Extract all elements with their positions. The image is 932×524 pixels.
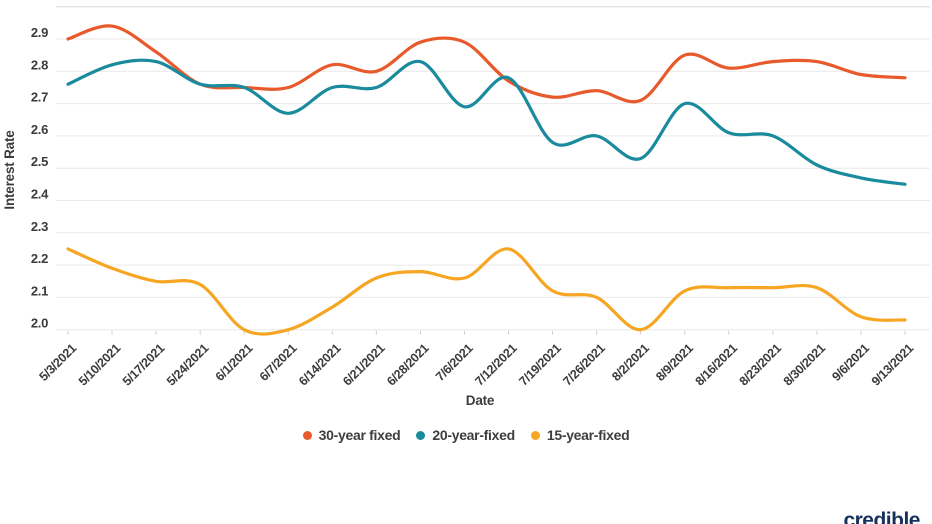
x-tick-label: 6/28/2021 (384, 341, 432, 389)
x-tick-label: 8/30/2021 (781, 341, 829, 389)
x-tick-label: 5/17/2021 (120, 341, 168, 389)
legend-dot-icon (302, 430, 312, 440)
series-line-20-year-fixed (66, 58, 907, 186)
x-tick-label: 5/3/2021 (37, 341, 80, 384)
x-tick-label: 7/19/2021 (516, 341, 564, 389)
x-tick-label: 8/16/2021 (693, 341, 741, 389)
y-axis-tick-labels: 2.0 2.1 2.2 2.3 2.4 2.5 2.6 2.7 2.8 2.9 (31, 25, 50, 331)
x-axis-title: Date (466, 393, 495, 408)
y-tick-label: 2.7 (31, 90, 48, 105)
y-tick-label: 2.1 (31, 283, 48, 298)
x-tick-label: 6/21/2021 (340, 341, 388, 389)
y-tick-label: 2.6 (31, 122, 48, 137)
credible-logo: credible (843, 509, 920, 524)
x-tick-label: 6/1/2021 (213, 341, 256, 384)
x-tick-label: 7/6/2021 (433, 341, 476, 384)
series-line-15-year-fixed (66, 247, 907, 336)
x-tick-label: 8/2/2021 (609, 341, 652, 384)
x-tick-label: 6/7/2021 (257, 341, 300, 384)
y-tick-label: 2.4 (31, 187, 49, 202)
legend-item-30-year-fixed[interactable]: 30-year fixed (302, 427, 401, 443)
legend-dot-icon (416, 430, 426, 440)
y-tick-label: 2.3 (31, 219, 48, 234)
y-tick-label: 2.8 (31, 57, 48, 72)
x-tick-label: 5/24/2021 (164, 341, 212, 389)
y-tick-label: 2.0 (31, 316, 48, 331)
x-tick-label: 8/9/2021 (653, 341, 696, 384)
legend-label: 15-year-fixed (546, 427, 630, 443)
legend-item-20-year-fixed[interactable]: 20-year-fixed (416, 427, 515, 443)
legend-label: 20-year-fixed (432, 427, 515, 443)
legend-dot-icon (530, 430, 540, 440)
y-tick-label: 2.2 (31, 251, 48, 266)
series-lines (66, 24, 907, 336)
chart-legend: 30-year fixed 20-year-fixed 15-year-fixed (0, 427, 932, 443)
gridlines (56, 6, 930, 331)
x-tick-label: 9/6/2021 (829, 341, 872, 384)
x-tick-label: 9/13/2021 (869, 341, 917, 389)
x-tick-label: 8/23/2021 (737, 341, 785, 389)
y-tick-label: 2.5 (31, 154, 48, 169)
legend-item-15-year-fixed[interactable]: 15-year-fixed (530, 427, 630, 443)
x-tick-label: 6/14/2021 (296, 341, 344, 389)
x-tick-label: 5/10/2021 (76, 341, 124, 389)
y-tick-label: 2.9 (31, 25, 48, 40)
x-tick-label: 7/12/2021 (472, 341, 520, 389)
y-axis-title: Interest Rate (2, 130, 17, 210)
legend-label: 30-year fixed (318, 427, 401, 443)
x-tick-label: 7/26/2021 (560, 341, 608, 389)
